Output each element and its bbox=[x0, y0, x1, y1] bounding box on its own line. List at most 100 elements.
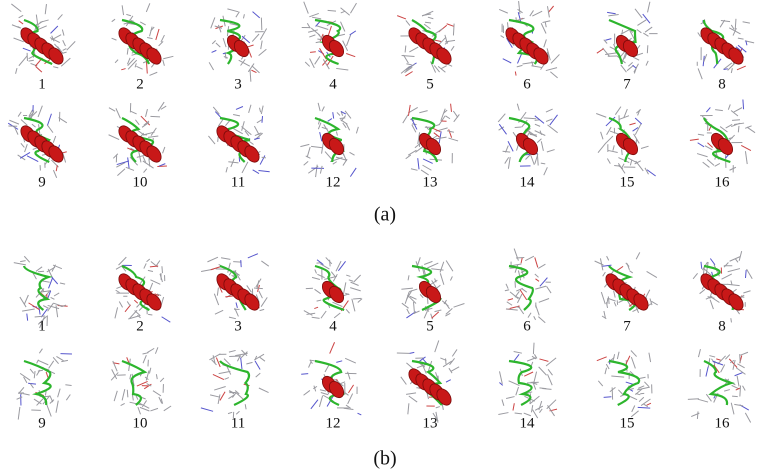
bond bbox=[606, 298, 609, 305]
coil bbox=[121, 117, 155, 163]
bond bbox=[240, 34, 246, 42]
bond bbox=[407, 403, 410, 415]
bond bbox=[740, 351, 749, 356]
bond bbox=[260, 105, 264, 115]
bond bbox=[33, 398, 42, 405]
panel-caption: (b) bbox=[373, 448, 396, 470]
bond bbox=[258, 169, 270, 173]
bond bbox=[353, 297, 362, 300]
bond bbox=[431, 311, 440, 319]
coil bbox=[22, 265, 53, 311]
bond bbox=[704, 268, 712, 276]
bond bbox=[431, 280, 439, 291]
bond bbox=[646, 402, 652, 406]
bond bbox=[142, 156, 147, 163]
bond bbox=[319, 48, 327, 60]
coil bbox=[508, 359, 533, 406]
bond bbox=[329, 342, 336, 354]
molecule-structure bbox=[497, 103, 558, 176]
bond bbox=[148, 313, 153, 316]
bond bbox=[621, 29, 624, 35]
bond bbox=[18, 20, 24, 25]
molecule-structure bbox=[397, 10, 456, 77]
molecule-structure bbox=[300, 102, 359, 178]
bond bbox=[417, 158, 420, 170]
bond bbox=[357, 412, 362, 416]
structure-label: 11 bbox=[231, 415, 245, 431]
bond bbox=[500, 35, 505, 39]
bond bbox=[411, 118, 418, 130]
bond bbox=[117, 168, 126, 176]
bond bbox=[499, 382, 504, 386]
coil bbox=[608, 359, 641, 406]
bond bbox=[637, 386, 650, 391]
bond bbox=[451, 349, 458, 357]
bond bbox=[342, 122, 347, 129]
bond bbox=[133, 299, 139, 304]
bond bbox=[742, 99, 745, 110]
bond bbox=[603, 396, 612, 398]
bond bbox=[409, 351, 415, 354]
bond bbox=[736, 375, 740, 387]
bond bbox=[597, 380, 604, 387]
bond bbox=[735, 46, 742, 52]
bond bbox=[712, 360, 724, 366]
bond bbox=[260, 297, 268, 307]
bond bbox=[147, 135, 159, 138]
bond bbox=[142, 160, 154, 169]
bond bbox=[435, 136, 447, 140]
bond bbox=[417, 132, 421, 145]
bond bbox=[247, 253, 259, 259]
bond bbox=[37, 369, 43, 372]
bond bbox=[228, 316, 236, 320]
bond bbox=[536, 138, 542, 144]
bond bbox=[732, 359, 736, 370]
helix-turn bbox=[328, 137, 345, 156]
helix-turn bbox=[146, 145, 162, 163]
bond bbox=[603, 310, 606, 319]
bond bbox=[540, 162, 546, 165]
bond bbox=[317, 122, 322, 130]
bond bbox=[311, 16, 322, 20]
bond bbox=[240, 357, 243, 370]
bond bbox=[704, 145, 713, 151]
bond bbox=[22, 308, 35, 312]
bond bbox=[319, 389, 327, 392]
bond bbox=[136, 65, 143, 70]
bond bbox=[450, 103, 452, 112]
bond bbox=[697, 349, 701, 358]
bond bbox=[637, 109, 641, 116]
bond bbox=[630, 410, 639, 418]
molecule-structure bbox=[111, 3, 174, 76]
bond bbox=[645, 60, 649, 66]
bond bbox=[305, 155, 311, 159]
bond bbox=[530, 155, 535, 166]
bond bbox=[35, 66, 43, 73]
bond bbox=[349, 30, 357, 36]
bond bbox=[259, 107, 262, 113]
bond bbox=[227, 411, 233, 415]
bond bbox=[723, 262, 729, 268]
bond bbox=[407, 149, 417, 156]
bond bbox=[23, 255, 31, 263]
bond bbox=[542, 20, 551, 24]
bond bbox=[737, 44, 747, 53]
bond bbox=[316, 25, 329, 30]
bond bbox=[629, 122, 636, 126]
bond bbox=[311, 145, 323, 149]
bond bbox=[687, 398, 699, 400]
bond bbox=[691, 412, 700, 417]
coil bbox=[23, 359, 52, 406]
bond bbox=[517, 53, 522, 64]
bond bbox=[210, 17, 216, 29]
molecule-structure bbox=[401, 257, 465, 320]
bond bbox=[57, 14, 63, 21]
bond bbox=[634, 123, 642, 135]
bond bbox=[332, 301, 343, 308]
bond bbox=[308, 361, 312, 368]
bond bbox=[350, 287, 361, 292]
bond bbox=[222, 37, 227, 48]
bond bbox=[321, 126, 328, 130]
bond bbox=[744, 269, 747, 279]
